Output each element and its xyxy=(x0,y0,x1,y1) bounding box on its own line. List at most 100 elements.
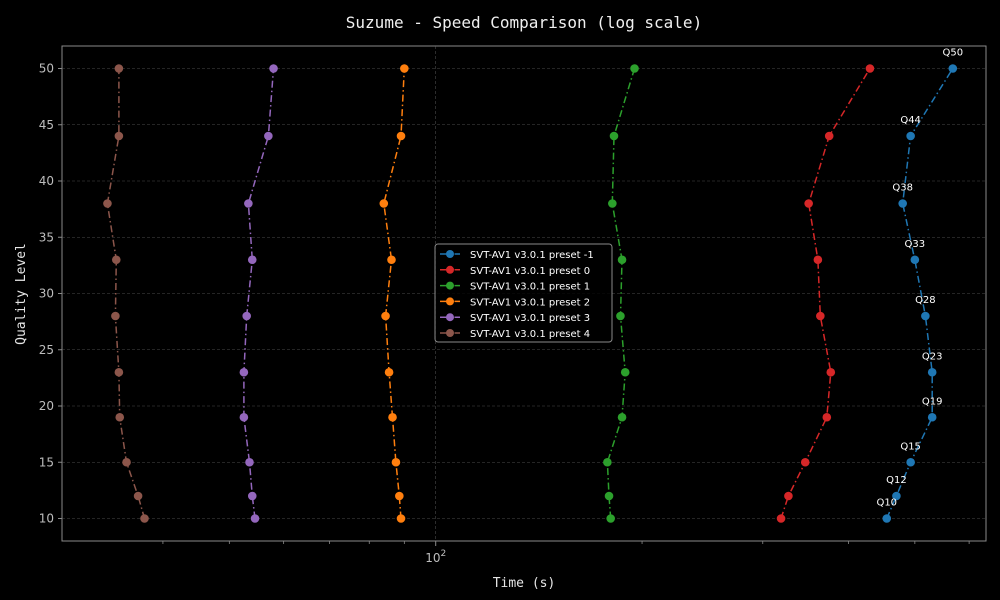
data-point xyxy=(604,491,614,501)
data-point xyxy=(617,412,627,422)
data-point xyxy=(111,311,120,321)
legend-entry: SVT-AV1 v3.0.1 preset 3 xyxy=(440,313,590,324)
legend-marker xyxy=(446,329,454,337)
data-point xyxy=(824,131,834,141)
data-point xyxy=(800,457,810,467)
legend-label: SVT-AV1 v3.0.1 preset 1 xyxy=(470,282,590,293)
x-tick-label: 102 xyxy=(425,549,446,565)
data-point xyxy=(609,131,619,141)
series-line xyxy=(606,68,636,519)
legend-entry: SVT-AV1 v3.0.1 preset 2 xyxy=(440,297,590,308)
x-axis-label: Time (s) xyxy=(493,576,556,591)
data-point xyxy=(247,491,257,501)
series-0 xyxy=(882,64,958,523)
data-point xyxy=(906,457,915,467)
data-point xyxy=(606,514,615,523)
data-point xyxy=(882,514,892,523)
series-lines xyxy=(103,64,958,523)
legend-label: SVT-AV1 v3.0.1 preset 2 xyxy=(470,297,590,308)
data-point xyxy=(244,199,253,208)
data-point xyxy=(264,131,273,141)
data-point xyxy=(927,367,937,377)
data-point xyxy=(239,367,249,377)
legend-label: SVT-AV1 v3.0.1 preset 3 xyxy=(470,313,590,324)
y-tick-label: 30 xyxy=(39,287,54,301)
data-point xyxy=(898,199,907,208)
annotation-label: Q12 xyxy=(886,475,907,486)
data-point xyxy=(776,514,786,523)
data-point xyxy=(620,367,630,377)
legend-marker xyxy=(446,313,454,322)
y-tick-label: 35 xyxy=(39,230,54,244)
series-1 xyxy=(776,64,875,523)
data-point xyxy=(115,412,125,422)
data-point xyxy=(616,311,625,321)
data-point xyxy=(816,311,825,321)
axis-ticks: 10 15 20 25 30 35 40 45 50 102 xyxy=(39,62,970,565)
data-point xyxy=(865,64,875,73)
annotation-label: Q44 xyxy=(900,115,921,126)
data-point xyxy=(103,199,112,208)
legend-marker xyxy=(446,281,454,290)
data-point xyxy=(250,514,260,523)
legend-label: SVT-AV1 v3.0.1 preset -1 xyxy=(470,250,594,261)
data-point xyxy=(892,491,901,501)
data-point xyxy=(391,457,401,467)
y-tick-label: 40 xyxy=(39,174,54,188)
data-point xyxy=(948,64,958,73)
data-point xyxy=(813,255,823,265)
data-point xyxy=(384,367,394,377)
series-3 xyxy=(379,64,409,523)
legend-marker xyxy=(446,297,454,306)
data-point xyxy=(784,491,793,501)
chart-title: Suzume - Speed Comparison (log scale) xyxy=(346,13,702,32)
data-point xyxy=(608,199,617,208)
data-point xyxy=(114,64,124,73)
y-tick-label: 10 xyxy=(39,512,54,526)
legend: SVT-AV1 v3.0.1 preset -1 SVT-AV1 v3.0.1 p… xyxy=(434,243,613,343)
data-point xyxy=(140,514,149,523)
data-point xyxy=(921,311,930,321)
data-point xyxy=(122,457,131,467)
data-point xyxy=(247,255,257,265)
data-point xyxy=(133,491,143,501)
series-line xyxy=(780,68,871,519)
data-point xyxy=(396,131,406,141)
annotation-label: Q23 xyxy=(922,351,943,362)
data-point xyxy=(387,255,396,265)
data-point xyxy=(395,491,404,501)
data-point xyxy=(906,131,915,141)
annotation-label: Q15 xyxy=(900,441,921,452)
data-point xyxy=(804,199,813,208)
annotation-label: Q50 xyxy=(942,48,963,59)
series-line xyxy=(886,68,954,519)
point-annotations: Q10 Q12 Q15 Q19 Q23 Q28 Q33 Q38 Q44 Q50 xyxy=(876,48,963,509)
legend-label: SVT-AV1 v3.0.1 preset 0 xyxy=(470,266,590,277)
data-point xyxy=(111,255,121,265)
data-point xyxy=(826,367,836,377)
series-line xyxy=(383,68,406,519)
data-point xyxy=(242,311,251,321)
data-point xyxy=(396,514,406,523)
series-2 xyxy=(603,64,639,523)
data-point xyxy=(269,64,278,73)
legend-box xyxy=(434,243,613,343)
data-point xyxy=(114,131,124,141)
data-point xyxy=(379,199,389,208)
legend-entry: SVT-AV1 v3.0.1 preset 4 xyxy=(440,329,590,340)
data-point xyxy=(927,412,937,422)
data-point xyxy=(617,255,627,265)
y-axis-label: Quality Level xyxy=(14,243,29,345)
data-point xyxy=(400,64,409,73)
annotation-label: Q10 xyxy=(876,498,897,509)
data-point xyxy=(239,412,249,422)
series-line xyxy=(106,68,146,519)
annotation-label: Q19 xyxy=(922,396,943,407)
legend-entry: SVT-AV1 v3.0.1 preset 0 xyxy=(440,265,590,277)
annotation-label: Q28 xyxy=(915,295,936,306)
legend-entry: SVT-AV1 v3.0.1 preset -1 xyxy=(440,250,594,261)
series-4 xyxy=(239,64,278,523)
legend-marker xyxy=(446,265,454,274)
data-point xyxy=(245,457,254,467)
